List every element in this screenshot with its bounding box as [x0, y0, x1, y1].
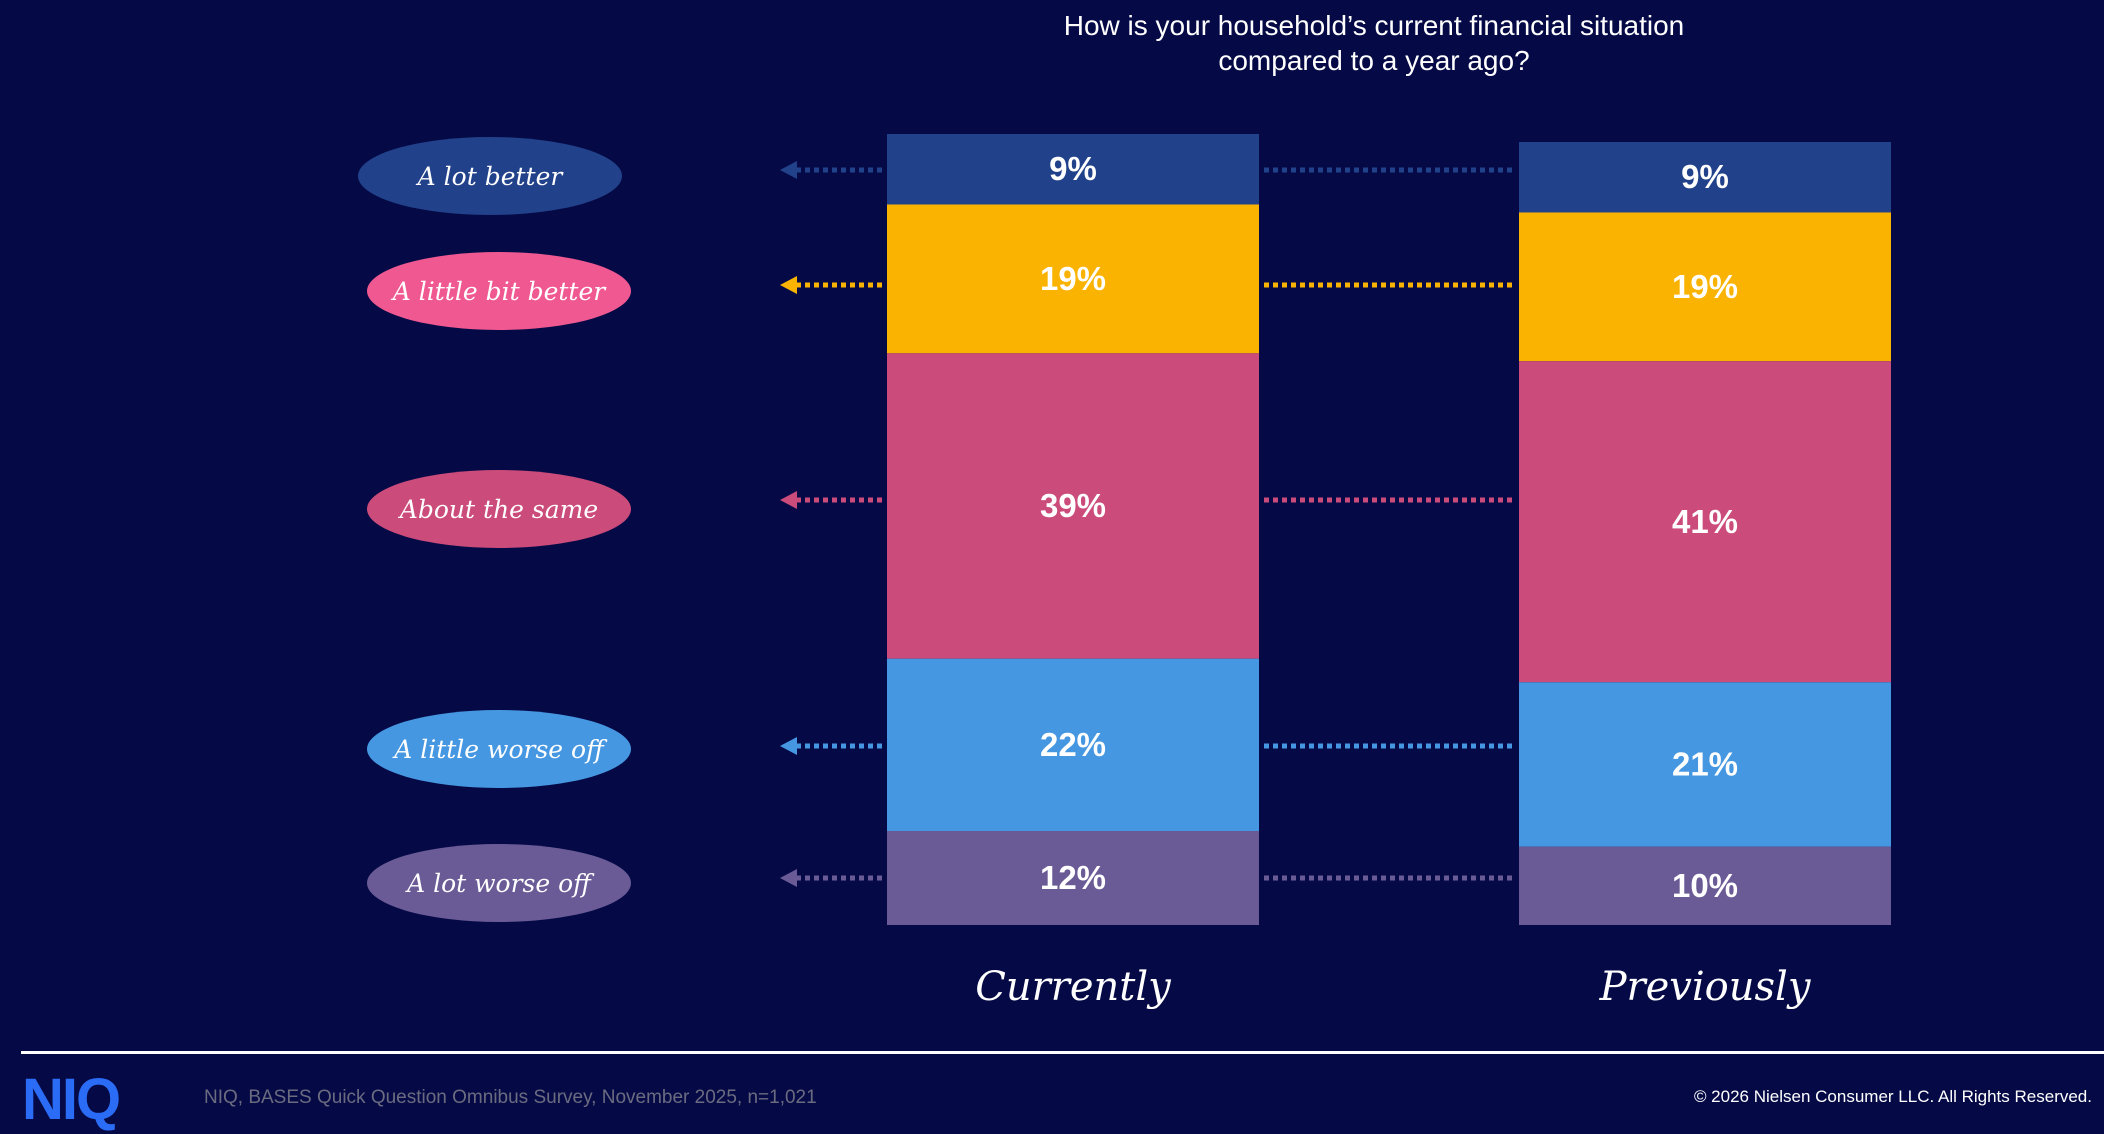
title-line-2: compared to a year ago? — [1218, 45, 1530, 76]
bar-segment — [887, 204, 1259, 354]
arrow-left-icon — [780, 161, 797, 179]
category-label: Previously — [1599, 964, 1812, 1010]
title-line-1: How is your household’s current financia… — [1063, 10, 1685, 41]
data-label: 22% — [1040, 726, 1106, 763]
copyright: © 2026 Nielsen Consumer LLC. All Rights … — [1693, 1087, 2092, 1106]
legend-label: A little bit better — [391, 277, 608, 306]
source-note: NIQ, BASES Quick Question Omnibus Survey… — [204, 1087, 817, 1108]
data-label: 12% — [1040, 859, 1106, 896]
legend-ellipse — [367, 252, 631, 330]
legend-ellipse — [367, 470, 631, 548]
data-label: 21% — [1672, 745, 1738, 782]
legend-ellipse — [367, 710, 631, 788]
bar-segment — [887, 353, 1259, 659]
data-label: 19% — [1672, 268, 1738, 305]
arrow-left-icon — [780, 276, 797, 294]
niq-logo: NIQ — [22, 1067, 121, 1132]
bar-segment — [1519, 142, 1891, 213]
bar-segment — [887, 831, 1259, 925]
bar-segment — [887, 134, 1259, 205]
arrow-left-icon — [780, 869, 797, 887]
data-label: 9% — [1681, 158, 1729, 195]
legend-ellipse — [367, 844, 631, 922]
legend-label: A little worse off — [392, 735, 608, 764]
data-label: 9% — [1049, 150, 1097, 187]
legend-label: A lot worse off — [405, 869, 595, 898]
bar-segment — [1519, 682, 1891, 847]
legend-label: About the same — [398, 495, 598, 524]
category-label: Currently — [975, 964, 1172, 1010]
data-label: 19% — [1040, 260, 1106, 297]
data-label: 10% — [1672, 867, 1738, 904]
footer-divider — [21, 1051, 2104, 1054]
arrow-left-icon — [780, 737, 797, 755]
bar-segment — [887, 658, 1259, 832]
legend-label: A lot better — [416, 162, 565, 191]
chart-title: How is your household’s current financia… — [874, 8, 1874, 78]
bar-segment — [1519, 846, 1891, 925]
arrow-left-icon — [780, 491, 797, 509]
legend-ellipse — [358, 137, 622, 215]
bar-segment — [1519, 212, 1891, 362]
bar-segment — [1519, 361, 1891, 683]
data-label: 41% — [1672, 503, 1738, 540]
data-label: 39% — [1040, 487, 1106, 524]
